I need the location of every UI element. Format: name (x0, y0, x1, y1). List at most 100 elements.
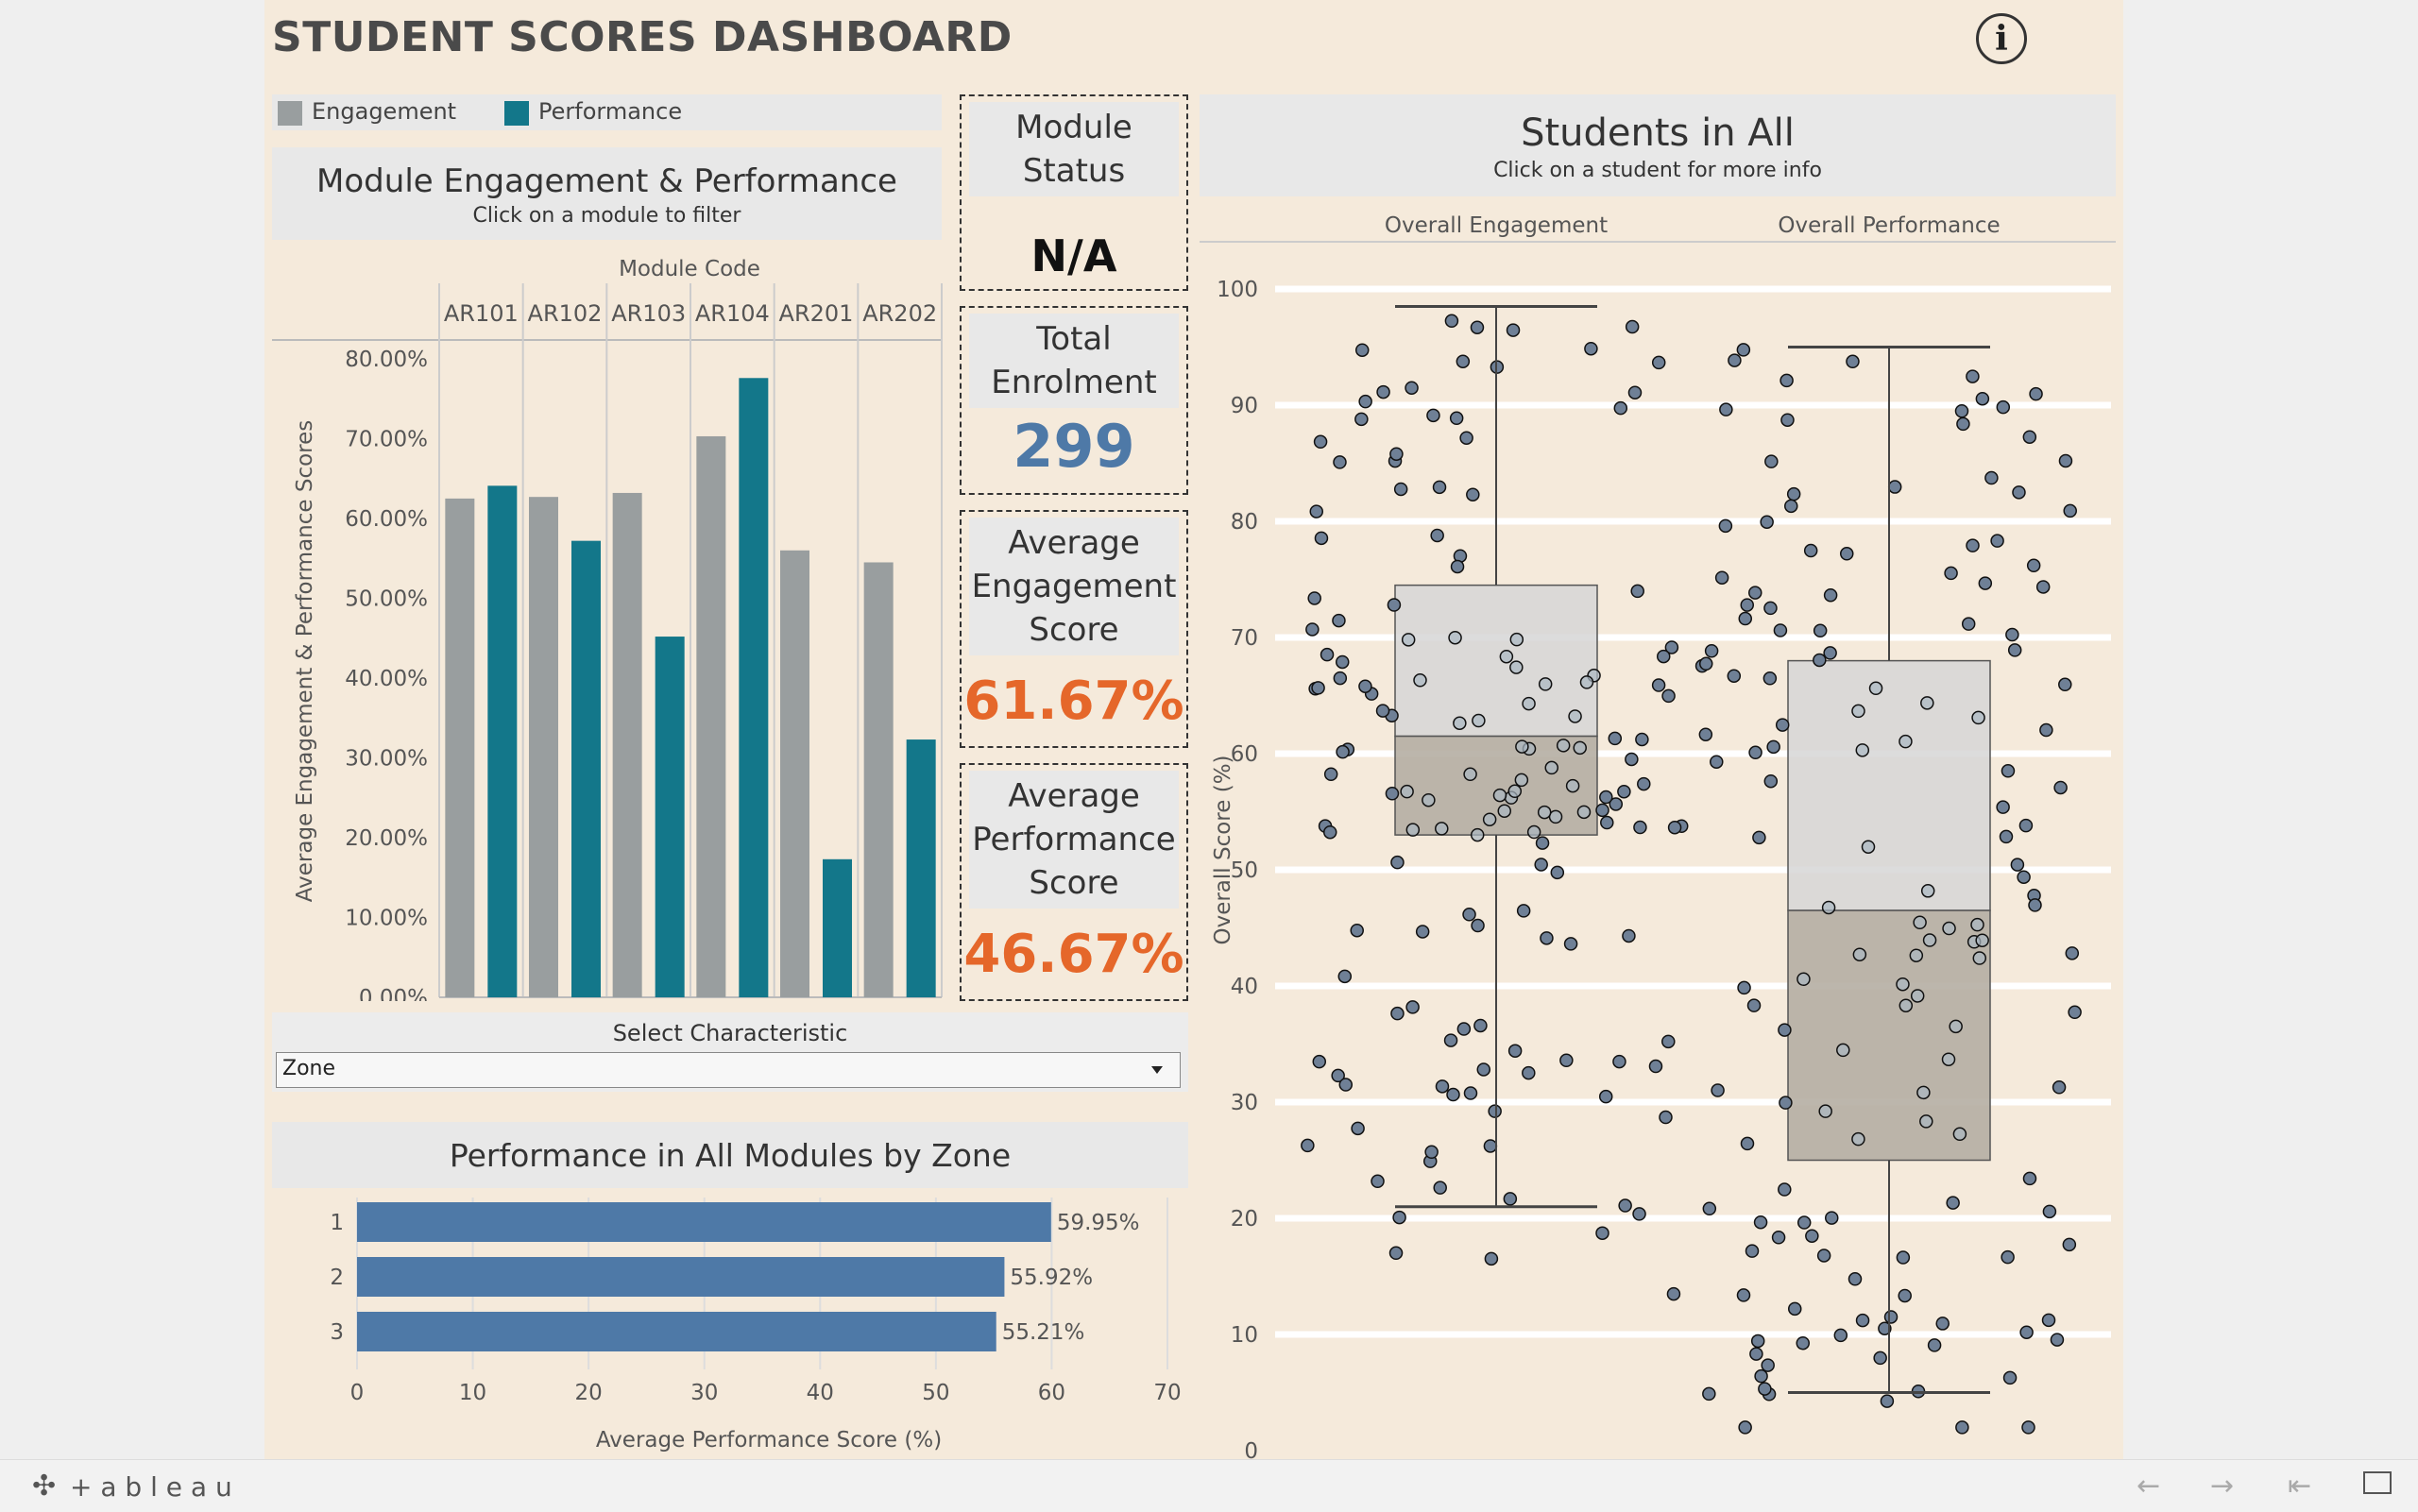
student-point[interactable] (1544, 760, 1559, 775)
student-point[interactable] (2002, 1370, 2018, 1385)
student-point[interactable] (1393, 482, 1408, 497)
student-point[interactable] (1852, 947, 1867, 961)
bar-engagement-ar102[interactable] (529, 497, 558, 997)
info-icon[interactable]: i (1976, 13, 2027, 64)
student-point[interactable] (1444, 314, 1459, 329)
student-point[interactable] (1424, 1145, 1439, 1160)
student-point[interactable] (1422, 792, 1436, 807)
student-point[interactable] (1433, 1181, 1447, 1195)
module-code-label[interactable]: AR104 (695, 300, 770, 327)
student-point[interactable] (1978, 576, 1993, 590)
student-point[interactable] (1873, 1351, 1887, 1366)
student-point[interactable] (1584, 341, 1598, 356)
student-point[interactable] (1548, 809, 1563, 824)
student-point[interactable] (1952, 1127, 1967, 1142)
student-point[interactable] (1780, 413, 1795, 427)
student-point[interactable] (1390, 1006, 1405, 1021)
student-point[interactable] (2028, 898, 2042, 912)
back-arrow-icon[interactable]: ← (2137, 1470, 2161, 1503)
student-point[interactable] (1821, 900, 1836, 915)
student-point[interactable] (1301, 1138, 1315, 1153)
student-point[interactable] (1405, 381, 1419, 395)
module-code-label[interactable]: AR103 (611, 300, 686, 327)
student-point[interactable] (1656, 649, 1671, 664)
student-point[interactable] (1919, 1114, 1933, 1129)
student-point[interactable] (1878, 1321, 1892, 1335)
student-point[interactable] (2063, 503, 2077, 518)
student-point[interactable] (1376, 384, 1390, 399)
student-point[interactable] (1920, 884, 1935, 898)
student-point[interactable] (1823, 588, 1838, 603)
student-point[interactable] (1338, 1078, 1354, 1092)
student-point[interactable] (1718, 518, 1733, 534)
student-point[interactable] (1579, 675, 1594, 689)
student-point[interactable] (1737, 980, 1751, 995)
student-point[interactable] (1887, 480, 1902, 494)
student-point[interactable] (1758, 1382, 1772, 1396)
module-code-label[interactable]: AR102 (528, 300, 603, 327)
student-point[interactable] (1851, 1131, 1865, 1147)
student-point[interactable] (1779, 1096, 1793, 1110)
student-point[interactable] (1922, 933, 1937, 947)
student-point[interactable] (1805, 1229, 1819, 1243)
student-point[interactable] (1595, 1226, 1609, 1240)
student-point[interactable] (1984, 470, 1999, 485)
forward-arrow-icon[interactable]: → (2210, 1470, 2235, 1503)
student-point[interactable] (1949, 1019, 1963, 1034)
tableau-logo-icon[interactable]: ✣ (32, 1470, 57, 1503)
student-point[interactable] (1970, 917, 1984, 932)
student-point[interactable] (1388, 1246, 1404, 1261)
student-point[interactable] (1813, 653, 1827, 668)
student-point[interactable] (1749, 1347, 1763, 1361)
student-point[interactable] (1401, 633, 1416, 647)
student-point[interactable] (1503, 1192, 1518, 1206)
student-point[interactable] (1450, 559, 1465, 574)
student-point[interactable] (2019, 1325, 2034, 1339)
student-point[interactable] (1470, 320, 1485, 334)
student-point[interactable] (1499, 649, 1514, 664)
student-point[interactable] (1312, 1054, 1327, 1069)
student-point[interactable] (1392, 1210, 1406, 1225)
student-point[interactable] (1818, 1104, 1832, 1118)
student-point[interactable] (1996, 800, 2010, 814)
module-code-label[interactable]: AR202 (862, 300, 937, 327)
student-point[interactable] (1311, 681, 1325, 695)
student-point[interactable] (1432, 480, 1447, 495)
student-point[interactable] (1509, 632, 1524, 647)
student-point[interactable] (1748, 745, 1762, 760)
student-point[interactable] (1702, 1201, 1717, 1216)
student-point[interactable] (1497, 804, 1512, 818)
student-point[interactable] (1763, 773, 1779, 789)
student-point[interactable] (1492, 788, 1507, 803)
student-point[interactable] (1400, 784, 1414, 799)
student-point[interactable] (1484, 1251, 1499, 1266)
student-point[interactable] (1766, 739, 1780, 755)
student-point[interactable] (1309, 504, 1324, 518)
student-point[interactable] (1736, 343, 1751, 357)
student-point[interactable] (1350, 923, 1364, 938)
student-point[interactable] (1449, 411, 1464, 426)
student-point[interactable] (1435, 1079, 1450, 1094)
student-point[interactable] (1868, 681, 1883, 696)
student-point[interactable] (1335, 654, 1350, 670)
student-point[interactable] (1762, 671, 1778, 686)
student-point[interactable] (1661, 1034, 1676, 1049)
student-point[interactable] (1371, 1174, 1385, 1189)
student-point[interactable] (1413, 673, 1427, 688)
bar-performance-ar103[interactable] (655, 637, 685, 997)
student-point[interactable] (1472, 713, 1486, 728)
student-point[interactable] (1405, 1000, 1420, 1014)
student-point[interactable] (1336, 744, 1350, 759)
student-point[interactable] (2050, 1333, 2065, 1347)
student-point[interactable] (1778, 1023, 1792, 1037)
student-point[interactable] (1727, 669, 1742, 683)
student-point[interactable] (1664, 640, 1679, 654)
student-point[interactable] (2007, 643, 2022, 657)
student-point[interactable] (1358, 394, 1372, 409)
student-point[interactable] (1333, 671, 1348, 686)
student-point[interactable] (1711, 1083, 1725, 1097)
student-point[interactable] (1764, 454, 1779, 468)
student-point[interactable] (1745, 1244, 1760, 1258)
student-point[interactable] (1659, 1110, 1673, 1125)
student-point[interactable] (1538, 677, 1553, 691)
